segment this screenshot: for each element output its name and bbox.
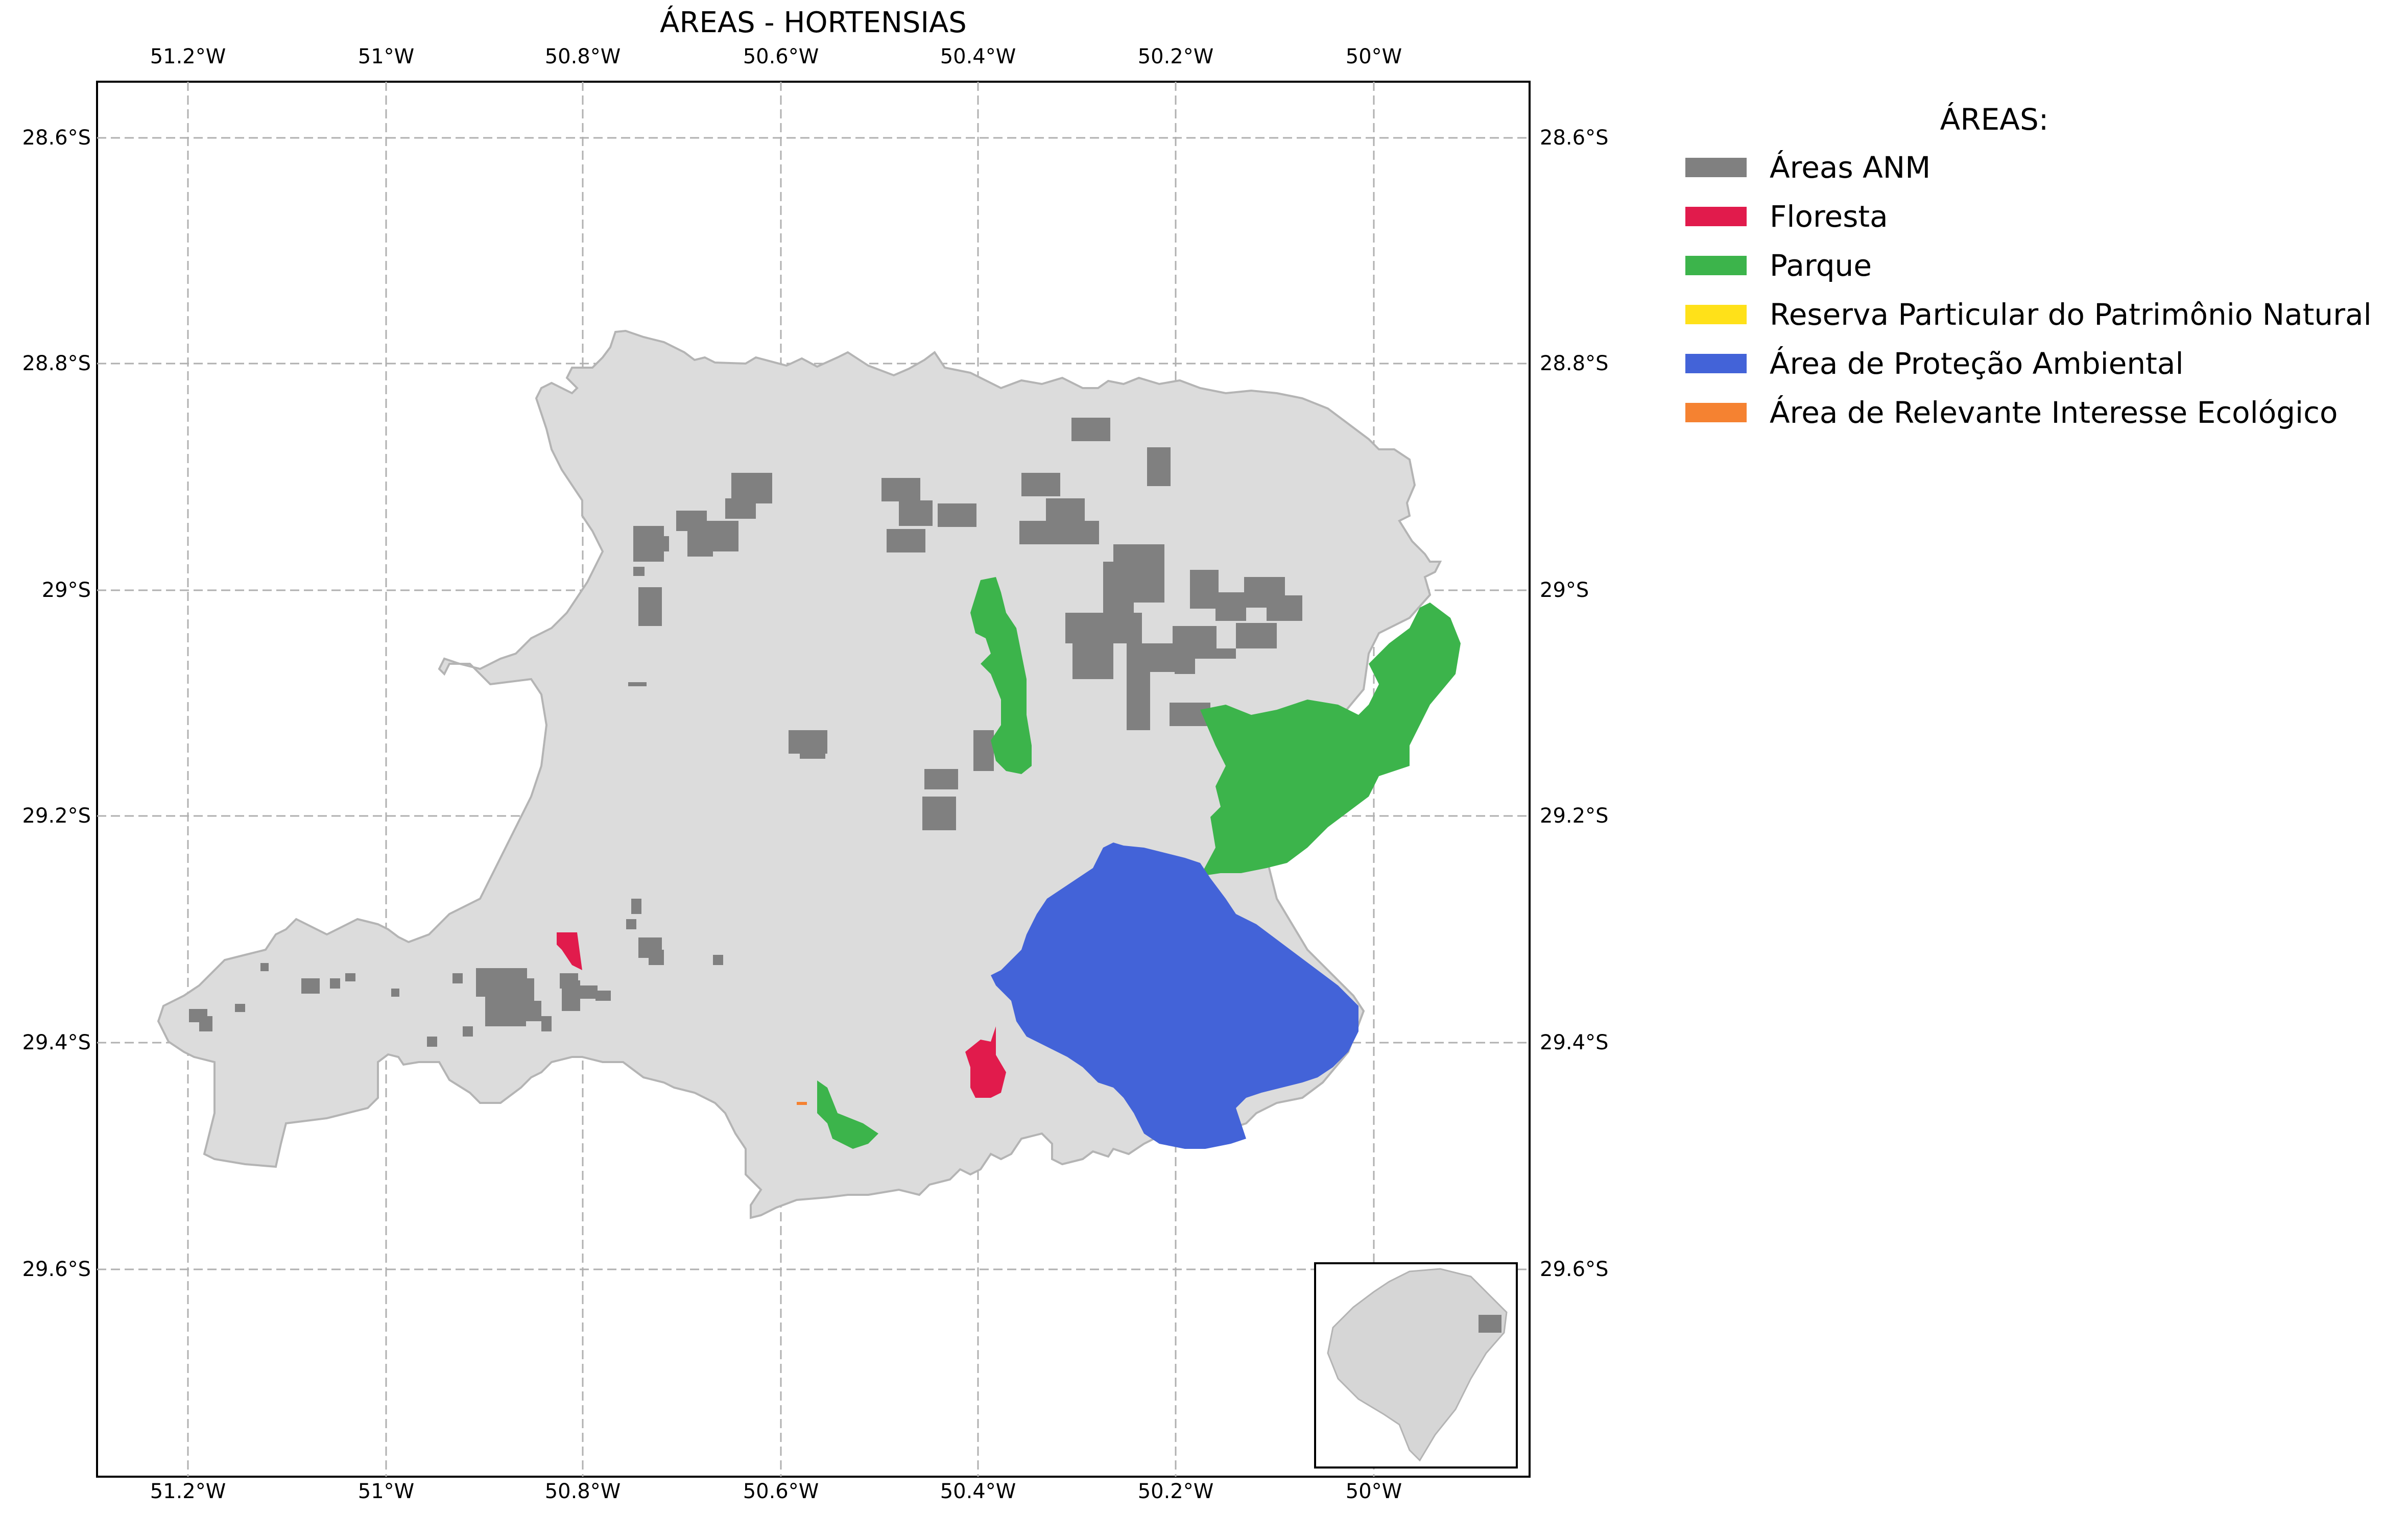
y-tick-left: 29°S <box>41 579 91 602</box>
y-tick-left: 28.8°S <box>22 352 91 375</box>
legend-swatch <box>1685 305 1747 324</box>
x-tick-bottom: 50°W <box>1345 1480 1402 1503</box>
y-tick-right: 28.6°S <box>1540 126 1609 150</box>
legend: ÁREAS: Áreas ANM Floresta Parque Reserva… <box>1685 102 2400 437</box>
legend-item-rppn: Reserva Particular do Patrimônio Natural <box>1685 290 2400 339</box>
legend-label: Área de Proteção Ambiental <box>1770 346 2184 381</box>
x-tick-bottom: 50.4°W <box>940 1480 1016 1503</box>
x-tick-top: 50.6°W <box>743 45 819 68</box>
parque-areas <box>817 577 1461 1149</box>
legend-title: ÁREAS: <box>1940 102 2049 137</box>
x-tick-bottom: 50.2°W <box>1137 1480 1214 1503</box>
x-tick-bottom: 51°W <box>357 1480 415 1503</box>
legend-item-anm: Áreas ANM <box>1685 143 2400 192</box>
y-tick-left: 28.6°S <box>22 126 91 150</box>
legend-label: Parque <box>1770 248 1872 283</box>
legend-label: Floresta <box>1770 199 1888 234</box>
legend-swatch <box>1685 403 1747 422</box>
y-tick-right: 29.4°S <box>1540 1031 1609 1054</box>
legend-item-parque: Parque <box>1685 241 2400 290</box>
y-tick-left: 29.6°S <box>22 1258 91 1281</box>
arie-area <box>797 1102 807 1105</box>
legend-swatch <box>1685 158 1747 177</box>
apa-area <box>991 843 1358 1149</box>
legend-label: Áreas ANM <box>1770 150 1931 185</box>
legend-item-arie: Área de Relevante Interesse Ecológico <box>1685 388 2400 437</box>
legend-swatch <box>1685 354 1747 373</box>
x-tick-top: 50°W <box>1345 45 1402 68</box>
state-outline <box>1327 1268 1508 1462</box>
x-tick-top: 50.4°W <box>940 45 1016 68</box>
legend-swatch <box>1685 256 1747 275</box>
y-tick-right: 29°S <box>1540 579 1589 602</box>
legend-item-apa: Área de Proteção Ambiental <box>1685 339 2400 388</box>
y-tick-right: 28.8°S <box>1540 352 1609 375</box>
x-tick-bottom: 50.6°W <box>743 1480 819 1503</box>
map-title: ÁREAS - HORTENSIAS <box>660 6 967 39</box>
x-tick-bottom: 51.2°W <box>150 1480 226 1503</box>
legend-label: Reserva Particular do Patrimônio Natural <box>1770 297 2372 332</box>
x-tick-top: 51.2°W <box>150 45 226 68</box>
y-tick-right: 29.6°S <box>1540 1258 1609 1281</box>
x-tick-top: 51°W <box>357 45 415 68</box>
y-tick-left: 29.4°S <box>22 1031 91 1054</box>
x-tick-top: 50.2°W <box>1137 45 1214 68</box>
legend-item-floresta: Floresta <box>1685 192 2400 241</box>
x-tick-top: 50.8°W <box>544 45 621 68</box>
floresta-areas <box>557 932 1006 1098</box>
anm-areas <box>189 418 1302 1047</box>
legend-swatch <box>1685 207 1747 226</box>
legend-label: Área de Relevante Interesse Ecológico <box>1770 395 2338 430</box>
y-tick-left: 29.2°S <box>22 804 91 828</box>
hortensias-locator <box>1479 1315 1501 1333</box>
y-tick-right: 29.2°S <box>1540 804 1609 828</box>
inset-map <box>1314 1262 1518 1469</box>
x-tick-bottom: 50.8°W <box>544 1480 621 1503</box>
